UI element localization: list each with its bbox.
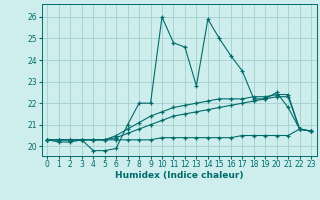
X-axis label: Humidex (Indice chaleur): Humidex (Indice chaleur)	[115, 171, 244, 180]
